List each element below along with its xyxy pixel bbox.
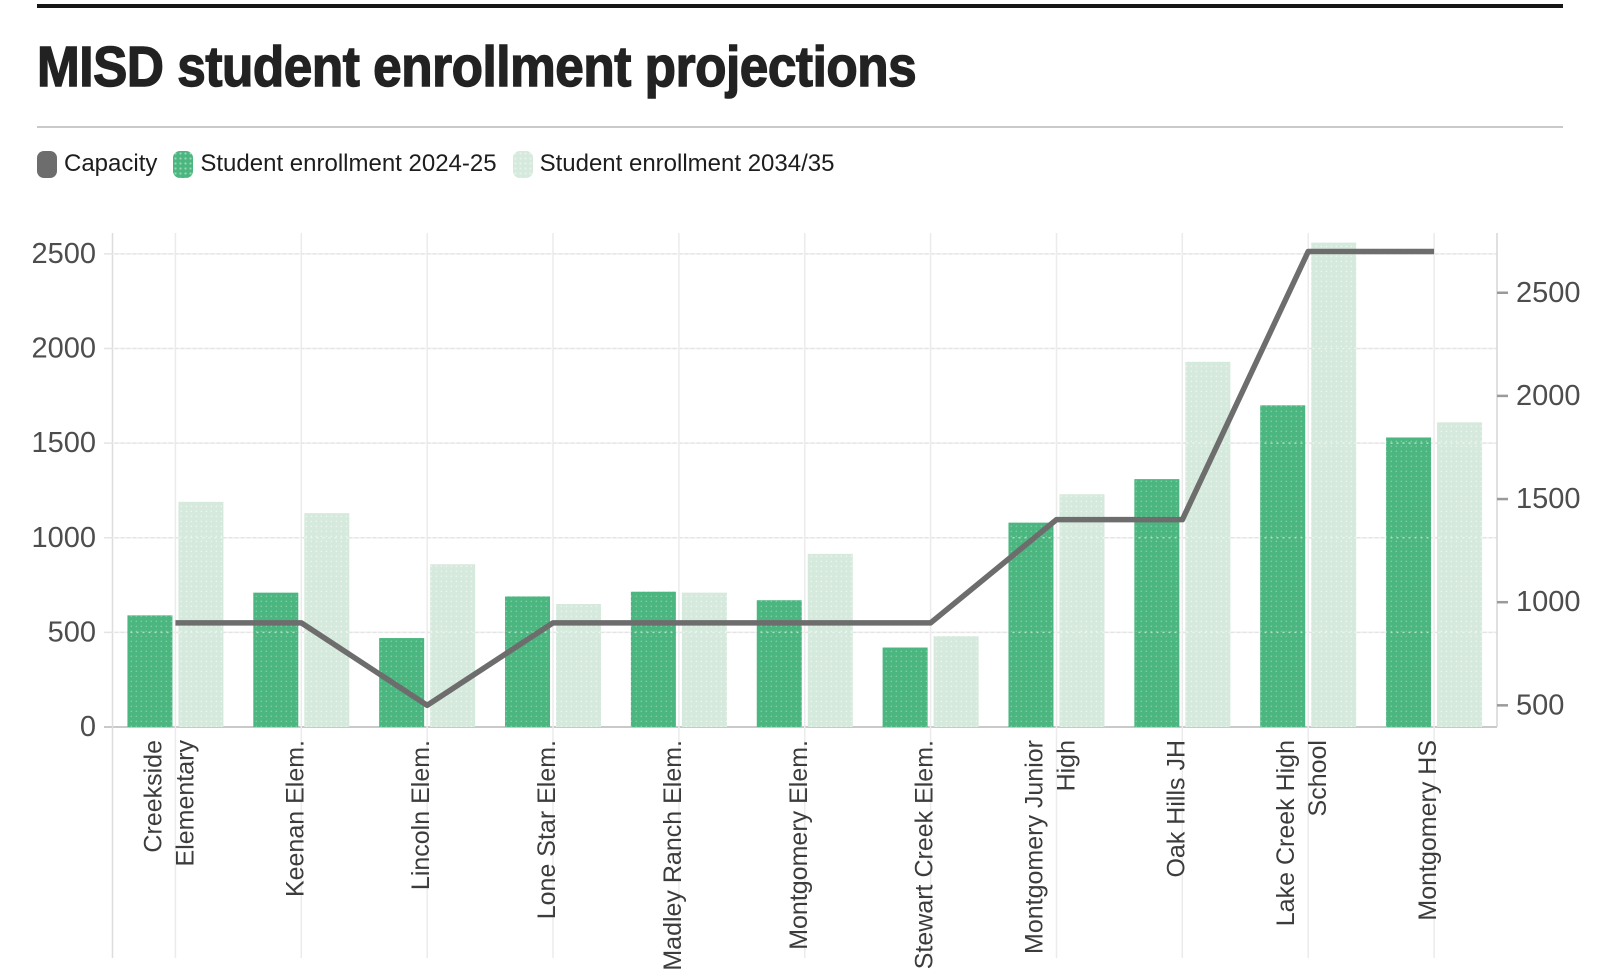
- x-axis-label-1: Keenan Elem.: [281, 740, 309, 897]
- x-axis-label-8: Oak Hills JH: [1162, 740, 1190, 878]
- projection-2034-35-bar-9: [1311, 242, 1357, 728]
- x-axis-label-6: Stewart Creek Elem.: [911, 740, 939, 969]
- legend-label: Student enrollment 2034/35: [539, 150, 835, 177]
- y-axis-label-right: 500: [1516, 689, 1564, 721]
- chart-title: MISD student enrollment projections: [36, 34, 917, 99]
- projection-2034-35-bar-8: [1185, 361, 1231, 727]
- enrollment-2024-25-bar-3: [505, 596, 551, 727]
- projection-2034-35-bar-10: [1437, 422, 1483, 727]
- x-axis-label-7: Montgomery Junior: [1020, 740, 1048, 954]
- x-axis-label-2: Lincoln Elem.: [407, 740, 435, 890]
- x-axis-label-9: Lake Creek High: [1272, 740, 1300, 926]
- enrollment-2024-25-bar-6: [882, 647, 928, 727]
- enrollment-2024-25-bar-0: [127, 615, 173, 727]
- y-axis-label-right: 1000: [1516, 586, 1581, 618]
- projection-2034-35-bar-1: [304, 513, 350, 727]
- y-axis-label-left: 1500: [31, 427, 96, 459]
- y-axis-label-left: 1000: [31, 522, 96, 554]
- legend-item-capacity: Capacity: [37, 150, 157, 178]
- enrollment-2034-35-swatch: [512, 150, 533, 178]
- x-axis-label-0: Creekside: [139, 740, 167, 853]
- projection-2034-35-bar-7: [1059, 494, 1105, 727]
- x-axis-label-7: High: [1052, 740, 1080, 791]
- y-axis-label-left: 2000: [31, 333, 96, 365]
- legend-item-enrollment-2034-35: Student enrollment 2034/35: [512, 150, 835, 178]
- x-axis-label-10: Montgomery HS: [1414, 740, 1442, 921]
- enrollment-2024-25-bar-8: [1134, 479, 1180, 727]
- x-axis-label-4: Madley Ranch Elem.: [659, 740, 687, 971]
- x-axis-label-0: Elementary: [171, 740, 199, 867]
- top-border-line: [37, 4, 1563, 8]
- legend-label: Student enrollment 2024-25: [200, 150, 497, 177]
- projection-2034-35-bar-0: [178, 501, 224, 727]
- legend: Capacity Student enrollment 2024-25 Stud…: [37, 150, 834, 178]
- y-axis-label-left: 2500: [31, 238, 96, 270]
- y-axis-label-right: 2500: [1516, 277, 1581, 309]
- enrollment-2024-25-bar-1: [253, 592, 299, 727]
- projection-2034-35-bar-4: [681, 592, 727, 727]
- y-axis-label-right: 2000: [1516, 380, 1581, 412]
- capacity-swatch: [37, 150, 57, 178]
- y-axis-label-right: 1500: [1516, 483, 1581, 515]
- x-axis-label-3: Lone Star Elem.: [533, 740, 561, 919]
- legend-label: Capacity: [64, 150, 158, 177]
- y-axis-label-left: 0: [80, 711, 96, 743]
- enrollment-2024-25-bar-2: [379, 638, 425, 727]
- capacity-line: [175, 248, 1435, 709]
- title-divider: [37, 126, 1563, 128]
- projection-2034-35-bar-5: [807, 553, 853, 727]
- enrollment-2024-25-bar-9: [1260, 405, 1306, 727]
- enrollment-2024-25-bar-10: [1386, 437, 1432, 727]
- enrollment-2024-25-bar-5: [756, 600, 802, 727]
- x-axis-label-5: Montgomery Elem.: [785, 740, 813, 950]
- legend-item-enrollment-2024-25: Student enrollment 2024-25: [173, 150, 497, 178]
- projection-2034-35-bar-6: [933, 636, 979, 727]
- projection-2034-35-bar-2: [430, 564, 476, 727]
- enrollment-2024-25-bar-7: [1008, 522, 1054, 727]
- y-axis-label-left: 500: [48, 616, 96, 648]
- enrollment-2024-25-swatch: [173, 150, 194, 178]
- x-axis-label-9: School: [1304, 740, 1332, 816]
- enrollment-2024-25-bar-4: [630, 591, 676, 727]
